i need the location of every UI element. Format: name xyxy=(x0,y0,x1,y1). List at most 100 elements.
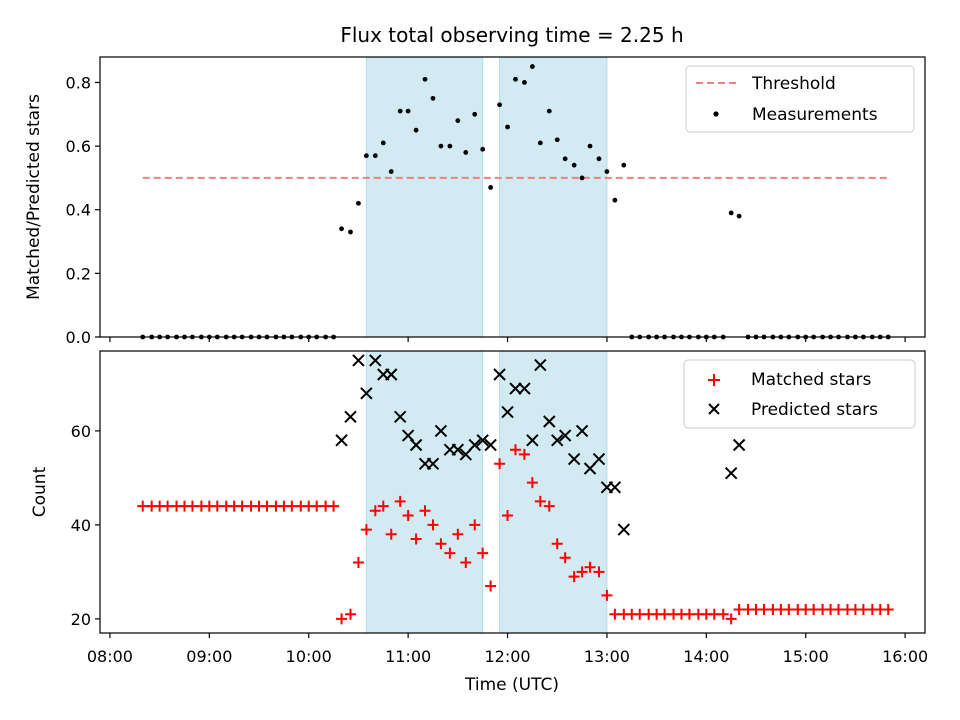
chart-title: Flux total observing time = 2.25 h xyxy=(340,23,683,47)
measurement-point xyxy=(571,162,577,168)
measurement-point xyxy=(422,76,428,82)
matched-star-point xyxy=(576,566,588,578)
measurement-point xyxy=(537,140,543,146)
matched-star-point xyxy=(328,500,340,512)
measurement-point xyxy=(513,76,518,82)
top-panel: 0.00.20.40.60.8 Matched/Predicted stars … xyxy=(24,56,926,347)
xtick-label: 14:00 xyxy=(683,647,729,666)
matched-stars-points xyxy=(137,444,894,625)
top-panel-frame xyxy=(99,56,926,338)
matched-star-point xyxy=(410,533,422,545)
measurement-point xyxy=(497,102,502,108)
matched-star-point xyxy=(518,448,530,460)
measurement-point xyxy=(736,213,742,219)
predicted-star-point xyxy=(344,410,357,424)
bottom-shade-0 xyxy=(365,350,484,634)
measurement-point xyxy=(728,210,734,216)
matched-star-point xyxy=(485,580,497,592)
top-ytick-label: 0.8 xyxy=(66,73,91,92)
x-axis-label: Time (UTC) xyxy=(464,675,559,695)
measurement-point xyxy=(488,185,494,190)
predicted-star-point xyxy=(434,424,448,438)
measurement-point xyxy=(604,169,610,174)
bottom-y-ticks: 20 40 60 xyxy=(71,422,100,629)
predicted-star-point xyxy=(369,354,382,367)
predicted-star-point xyxy=(493,368,506,381)
matched-star-point xyxy=(551,538,563,550)
top-legend-box xyxy=(685,65,915,133)
predicted-star-point xyxy=(509,382,522,395)
matched-star-point xyxy=(427,519,439,531)
matched-star-point xyxy=(385,528,397,540)
predicted-star-point xyxy=(335,434,348,447)
measurement-point xyxy=(380,140,386,146)
predicted-star-point xyxy=(385,368,398,381)
predicted-star-point xyxy=(476,434,489,447)
measurement-point xyxy=(356,200,361,206)
bottom-panel: 20 40 60 08:00 09:00 10:00 11:00 12:00 13:00 14:… xyxy=(30,350,928,695)
legend-measurements-swatch xyxy=(713,111,719,117)
predicted-star-point xyxy=(393,410,407,424)
measurement-point xyxy=(388,169,394,174)
predicted-star-point xyxy=(501,405,514,419)
top-shade-0 xyxy=(365,56,484,338)
xtick-label: 13:00 xyxy=(584,647,630,666)
matched-star-point xyxy=(394,495,406,507)
predicted-star-point xyxy=(558,429,572,442)
measurement-point xyxy=(587,143,593,149)
matched-star-point xyxy=(402,510,414,521)
matched-star-point xyxy=(725,613,737,625)
measurement-point xyxy=(612,197,618,203)
matched-star-point xyxy=(494,458,506,470)
predicted-star-point xyxy=(401,429,415,442)
predicted-star-point xyxy=(567,452,581,466)
matched-star-point xyxy=(534,495,546,507)
predicted-star-point xyxy=(526,434,539,447)
matched-star-point xyxy=(469,519,481,531)
xtick-label: 16:00 xyxy=(882,647,928,666)
matched-star-point xyxy=(509,444,521,456)
predicted-star-point xyxy=(534,358,547,372)
predicted-star-point xyxy=(583,462,597,475)
bottom-ytick-label: 60 xyxy=(71,422,91,441)
legend-predicted-swatch xyxy=(708,403,720,415)
measurement-point xyxy=(339,226,344,232)
predicted-star-point xyxy=(575,424,589,438)
predicted-star-point xyxy=(352,354,365,367)
predicted-star-point xyxy=(543,415,556,428)
bottom-x-ticks: 08:00 09:00 10:00 11:00 12:00 13:00 14:00 15:00… xyxy=(87,633,928,666)
matched-star-point xyxy=(352,557,364,568)
top-ytick-label: 0.4 xyxy=(66,201,91,220)
legend-threshold-label: Threshold xyxy=(751,74,836,94)
measurement-point xyxy=(505,124,510,130)
measurement-point xyxy=(546,108,552,114)
measurement-point xyxy=(529,64,535,69)
matched-star-point xyxy=(419,505,431,517)
matched-star-point xyxy=(452,528,464,540)
measurement-point xyxy=(430,95,436,101)
bottom-shaded-intervals xyxy=(365,350,608,634)
bottom-shade-1 xyxy=(499,350,608,634)
matched-star-point xyxy=(559,552,571,564)
matched-star-point xyxy=(526,477,538,489)
matched-star-point xyxy=(568,571,580,583)
predicted-star-point xyxy=(484,438,497,452)
matched-star-point xyxy=(717,608,729,620)
predicted-star-point xyxy=(617,523,631,536)
legend-matched-swatch xyxy=(708,374,720,386)
top-shaded-intervals xyxy=(365,56,608,338)
xtick-label: 10:00 xyxy=(286,647,332,666)
bottom-panel-frame xyxy=(99,350,926,634)
xtick-label: 11:00 xyxy=(385,647,431,666)
top-legend: Threshold Measurements xyxy=(685,65,915,133)
matched-star-point xyxy=(601,589,613,601)
predicted-star-point xyxy=(724,466,738,480)
predicted-star-point xyxy=(468,438,481,452)
matched-star-point xyxy=(502,510,514,521)
measurement-point xyxy=(562,156,568,162)
measurement-point xyxy=(372,153,378,159)
matched-star-point xyxy=(882,604,894,615)
measurement-point xyxy=(621,162,627,168)
top-y-ticks: 0.0 0.2 0.4 0.6 0.8 xyxy=(66,73,100,347)
